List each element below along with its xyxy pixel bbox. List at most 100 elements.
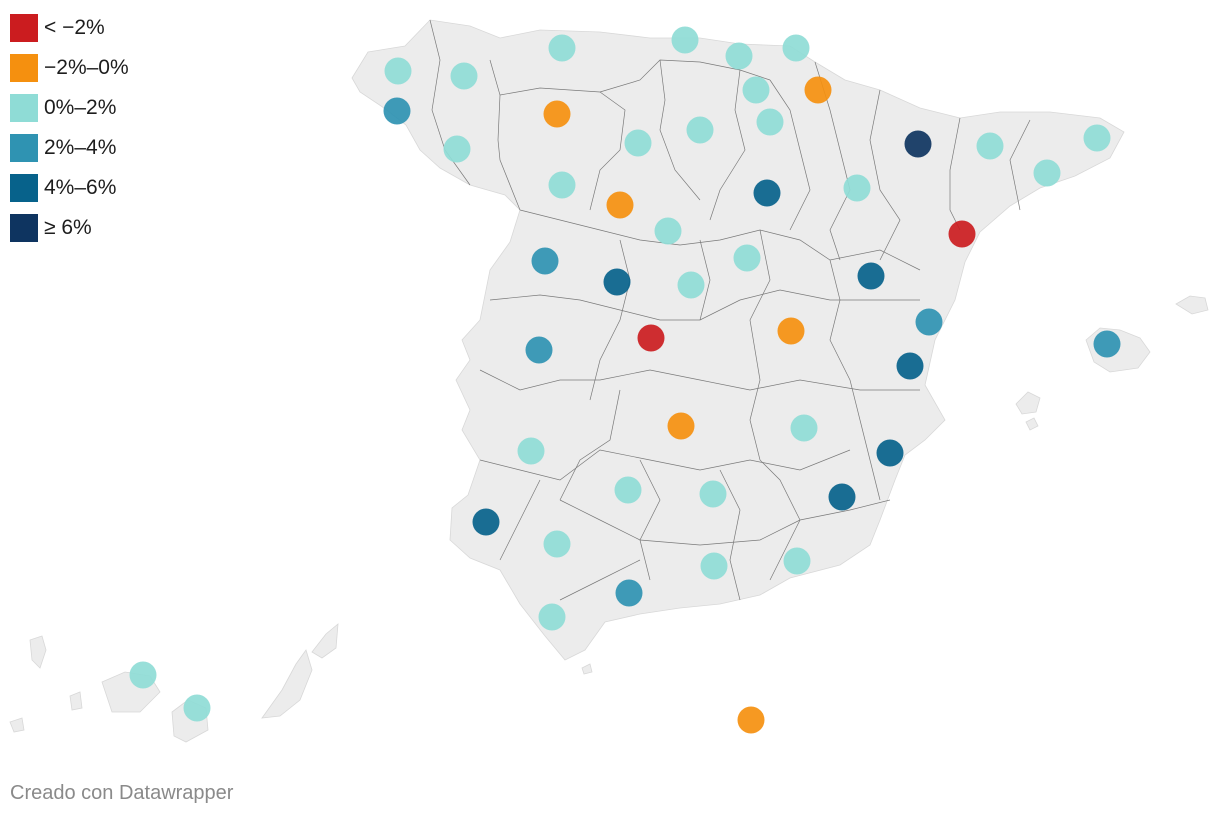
province-marker[interactable] — [876, 439, 904, 467]
province-border — [699, 239, 711, 321]
legend-label: −2%–0% — [44, 56, 129, 79]
province-marker[interactable] — [904, 130, 932, 158]
legend-label: 0%–2% — [44, 96, 117, 119]
legend-swatch — [10, 54, 38, 82]
province-border — [479, 369, 920, 391]
province-marker[interactable] — [603, 268, 631, 296]
legend-item-minus2-0: −2%–0% — [10, 54, 129, 82]
province-marker[interactable] — [948, 220, 976, 248]
province-markers — [129, 26, 1121, 734]
province-border — [1009, 119, 1031, 211]
province-marker[interactable] — [828, 483, 856, 511]
province-marker[interactable] — [896, 352, 924, 380]
legend-item-lt-minus2: < −2% — [10, 14, 129, 42]
province-marker[interactable] — [725, 42, 753, 70]
province-marker[interactable] — [677, 271, 705, 299]
land-shapes — [9, 19, 1209, 743]
province-marker[interactable] — [699, 480, 727, 508]
land-shape — [581, 663, 593, 675]
land-shape — [351, 19, 1125, 661]
province-marker[interactable] — [624, 129, 652, 157]
province-marker[interactable] — [472, 508, 500, 536]
province-marker[interactable] — [614, 476, 642, 504]
province-marker[interactable] — [615, 579, 643, 607]
province-marker[interactable] — [525, 336, 553, 364]
province-marker[interactable] — [543, 530, 571, 558]
province-marker[interactable] — [637, 324, 665, 352]
province-marker[interactable] — [753, 179, 781, 207]
province-marker[interactable] — [383, 97, 411, 125]
province-marker[interactable] — [671, 26, 699, 54]
province-marker[interactable] — [782, 34, 810, 62]
province-border — [559, 389, 621, 501]
land-shape — [1015, 391, 1041, 415]
province-marker[interactable] — [756, 108, 784, 136]
province-marker[interactable] — [606, 191, 634, 219]
legend-swatch — [10, 14, 38, 42]
province-border — [659, 59, 701, 201]
legend-item-4-6: 4%–6% — [10, 174, 129, 202]
province-border — [869, 89, 901, 261]
province-border — [749, 419, 801, 521]
credit-text: Creado con Datawrapper — [10, 782, 234, 804]
legend-item-gte-6: ≥ 6% — [10, 214, 129, 242]
province-marker[interactable] — [1093, 330, 1121, 358]
province-marker[interactable] — [790, 414, 818, 442]
province-marker[interactable] — [183, 694, 211, 722]
province-marker[interactable] — [733, 244, 761, 272]
province-marker[interactable] — [686, 116, 714, 144]
province-marker[interactable] — [548, 34, 576, 62]
legend-label: 2%–4% — [44, 136, 117, 159]
province-marker[interactable] — [700, 552, 728, 580]
province-marker[interactable] — [976, 132, 1004, 160]
province-marker[interactable] — [1033, 159, 1061, 187]
legend-swatch — [10, 214, 38, 242]
legend: < −2% −2%–0% 0%–2% 2%–4% 4%–6% ≥ 6% — [10, 14, 129, 254]
province-border — [499, 479, 541, 561]
province-marker[interactable] — [843, 174, 871, 202]
province-border — [769, 79, 811, 231]
province-marker[interactable] — [667, 412, 695, 440]
province-border — [519, 209, 921, 271]
province-border — [559, 499, 891, 546]
land-shape — [261, 649, 313, 719]
legend-item-2-4: 2%–4% — [10, 134, 129, 162]
province-marker[interactable] — [654, 217, 682, 245]
province-marker[interactable] — [443, 135, 471, 163]
province-marker[interactable] — [1083, 124, 1111, 152]
province-border — [709, 69, 746, 221]
province-marker[interactable] — [742, 76, 770, 104]
province-marker[interactable] — [548, 171, 576, 199]
province-marker[interactable] — [783, 547, 811, 575]
land-shape — [1175, 295, 1209, 315]
province-border — [814, 61, 851, 261]
province-marker[interactable] — [384, 57, 412, 85]
province-marker[interactable] — [538, 603, 566, 631]
province-border — [499, 59, 771, 96]
province-border — [829, 259, 861, 421]
province-marker[interactable] — [857, 262, 885, 290]
province-border — [769, 519, 801, 581]
land-shape — [9, 717, 25, 733]
province-marker[interactable] — [915, 308, 943, 336]
province-border — [559, 559, 641, 601]
province-marker[interactable] — [737, 706, 765, 734]
province-marker[interactable] — [531, 247, 559, 275]
land-shape — [311, 623, 339, 659]
province-marker[interactable] — [804, 76, 832, 104]
province-border — [749, 229, 771, 421]
province-border — [589, 239, 631, 401]
province-marker[interactable] — [517, 437, 545, 465]
legend-swatch — [10, 174, 38, 202]
province-marker[interactable] — [450, 62, 478, 90]
legend-label: 4%–6% — [44, 176, 117, 199]
land-shape — [29, 635, 47, 669]
province-marker[interactable] — [129, 661, 157, 689]
land-shape — [69, 691, 83, 711]
legend-label: ≥ 6% — [44, 216, 92, 239]
province-marker[interactable] — [777, 317, 805, 345]
legend-swatch — [10, 94, 38, 122]
province-border — [489, 59, 521, 211]
province-marker[interactable] — [543, 100, 571, 128]
